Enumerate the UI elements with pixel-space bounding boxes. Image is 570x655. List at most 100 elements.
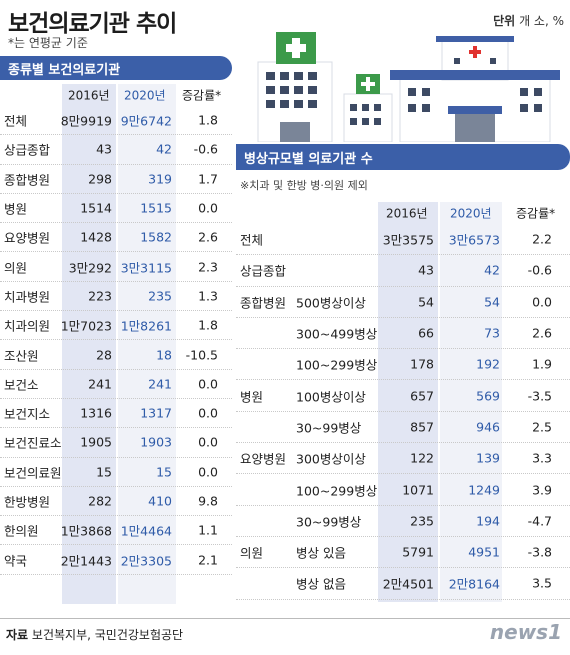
table-row: 상급종합 43 42 -0.6	[236, 255, 570, 287]
row-2016: 1905	[80, 434, 112, 450]
row-subcategory: 병상 있음	[296, 545, 346, 561]
row-change: 0.0	[198, 405, 218, 421]
row-change: 1.9	[532, 356, 552, 372]
row-category: 상급종합	[4, 142, 51, 158]
table-row: 30~99병상 857 946 2.5	[236, 412, 570, 444]
row-category: 종합병원	[4, 172, 51, 188]
table1-header-change: 증감률*	[182, 88, 222, 103]
row-2020: 319	[148, 171, 172, 187]
row-2020: 1317	[140, 405, 172, 421]
row-2016: 1428	[80, 229, 112, 245]
table-row: 약국 2만1443 2만3305 2.1	[0, 545, 232, 575]
table-row: 보건의료원 15 15 0.0	[0, 458, 232, 487]
row-2020: 9만6742	[120, 113, 172, 129]
row-category: 한의원	[4, 523, 39, 539]
row-2020: 194	[476, 513, 500, 529]
table-row: 100~299병상 178 192 1.9	[236, 349, 570, 381]
table-row: 요양병원 300병상이상 122 139 3.3	[236, 443, 570, 475]
row-2020: 2만3305	[120, 553, 172, 569]
unit-note: 단위 개 소, %	[493, 14, 564, 28]
table-row: 병원 100병상이상 657 569 -3.5	[236, 380, 570, 412]
row-2016: 3만3575	[382, 232, 434, 248]
row-category: 상급종합	[240, 263, 287, 279]
page-title: 보건의료기관 추이	[8, 11, 177, 37]
row-2020: 1582	[140, 229, 172, 245]
table2-body: 전체 3만3575 3만6573 2.2 상급종합 43 42 -0.6 종합병원 500병상이상…	[236, 224, 570, 600]
news1-logo: news1	[489, 620, 562, 644]
row-category: 종합병원	[240, 295, 287, 311]
row-2016: 1만7023	[60, 318, 112, 334]
table1-shade-2016	[62, 84, 116, 604]
table2-shade-2020	[440, 202, 502, 602]
row-2020: 1만4464	[120, 523, 172, 539]
table-row: 종합병원 500병상이상 54 54 0.0	[236, 287, 570, 318]
table-row: 한방병원 282 410 9.8	[0, 487, 232, 517]
table2-header-change: 증감률*	[516, 206, 556, 221]
row-2016: 2만1443	[60, 553, 112, 569]
row-change: 1.8	[198, 317, 218, 333]
table1-header: 2016년 2020년 증감률*	[0, 84, 232, 106]
table2-note: ※치과 및 한방 병·의원 제외	[240, 179, 368, 192]
row-2016: 66	[418, 325, 434, 341]
table-row: 전체 8만9919 9만6742 1.8	[0, 106, 232, 136]
table-row: 치과병원 223 235 1.3	[0, 282, 232, 312]
row-change: -10.5	[185, 347, 218, 363]
row-change: 0.0	[198, 376, 218, 392]
table-row: 상급종합 43 42 -0.6	[0, 135, 232, 165]
table-row: 300~499병상 66 73 2.6	[236, 318, 570, 350]
row-2020: 3만6573	[448, 232, 500, 248]
row-change: 2.2	[532, 231, 552, 247]
row-2016: 1071	[402, 482, 434, 498]
hospital-buildings-illustration	[257, 32, 560, 142]
row-2020: 235	[148, 288, 172, 304]
table-row: 병상 없음 2만4501 2만8164 3.5	[236, 568, 570, 600]
table1-banner: 종류별 보건의료기관	[0, 56, 232, 80]
row-2020: 192	[476, 356, 500, 372]
row-subcategory: 30~99병상	[296, 514, 362, 530]
table2-banner: 병상규모별 의료기관 수	[236, 144, 570, 170]
table2-header-2016: 2016년	[386, 206, 428, 221]
row-2020: 42	[484, 262, 500, 278]
row-change: 0.0	[198, 200, 218, 216]
row-2016: 178	[410, 356, 434, 372]
row-change: 1.3	[198, 288, 218, 304]
row-change: 3.5	[532, 575, 552, 591]
table-row: 100~299병상 1071 1249 3.9	[236, 474, 570, 506]
row-category: 의원	[4, 260, 28, 276]
table2: 2016년 2020년 증감률* 전체 3만3575 3만6573 2.2 상급종합 43…	[236, 202, 570, 600]
row-2016: 5791	[402, 544, 434, 560]
row-2020: 139	[476, 450, 500, 466]
source-note: 자료 보건복지부, 국민건강보험공단	[6, 628, 184, 642]
row-change: 1.8	[198, 112, 218, 128]
row-2016: 2만4501	[382, 576, 434, 592]
row-change: 2.1	[198, 552, 218, 568]
row-2016: 223	[88, 288, 112, 304]
row-subcategory: 30~99병상	[296, 420, 362, 436]
table-row: 종합병원 298 319 1.7	[0, 165, 232, 194]
row-category: 한방병원	[4, 494, 51, 510]
row-2016: 235	[410, 513, 434, 529]
row-2016: 1만3868	[60, 523, 112, 539]
row-subcategory: 500병상이상	[296, 295, 366, 311]
row-2016: 857	[410, 419, 434, 435]
row-2016: 122	[410, 450, 434, 466]
row-change: 2.3	[198, 259, 218, 275]
row-category: 의원	[240, 545, 264, 561]
row-2020: 241	[148, 376, 172, 392]
row-2020: 2만8164	[448, 576, 500, 592]
row-2016: 657	[410, 388, 434, 404]
row-change: 0.0	[198, 464, 218, 480]
row-2020: 1515	[140, 200, 172, 216]
row-2016: 241	[88, 376, 112, 392]
row-category: 요양병원	[240, 451, 287, 467]
table2-shade-2016	[378, 202, 438, 602]
table-row: 요양병원 1428 1582 2.6	[0, 223, 232, 253]
row-category: 요양병원	[4, 230, 51, 246]
row-category: 보건소	[4, 377, 39, 393]
row-2016: 298	[88, 171, 112, 187]
row-2020: 410	[148, 493, 172, 509]
row-category: 치과병원	[4, 289, 51, 305]
row-change: 3.9	[532, 482, 552, 498]
row-category: 보건진료소	[4, 435, 62, 451]
row-change: 2.6	[532, 325, 552, 341]
